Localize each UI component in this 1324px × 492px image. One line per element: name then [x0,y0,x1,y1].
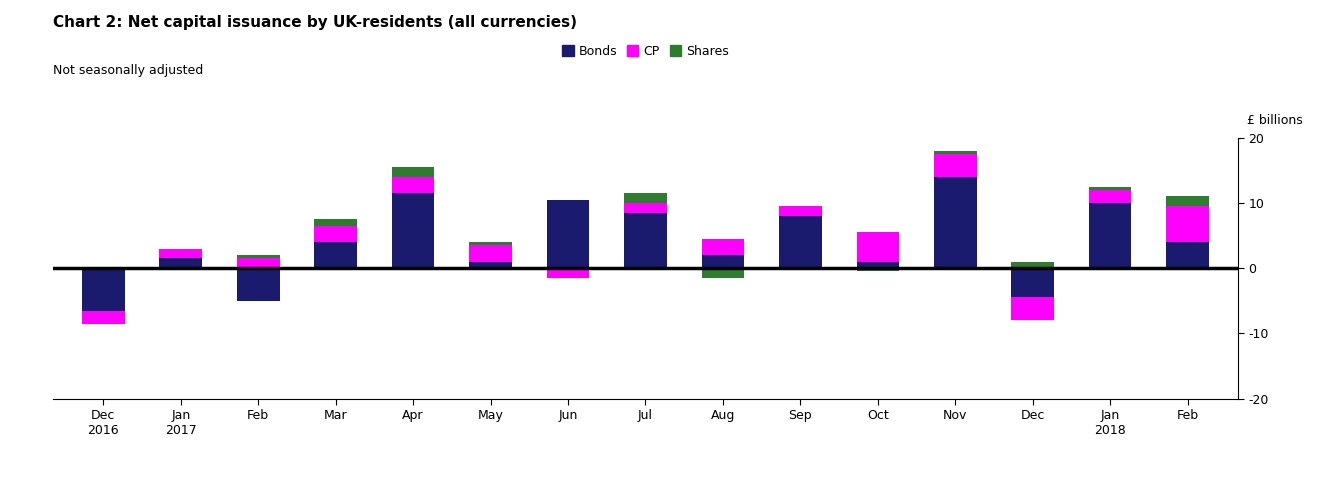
Bar [392,167,434,177]
Bar [779,216,822,268]
Bar [624,203,667,213]
Bar [1012,268,1054,298]
Bar [237,268,279,301]
Bar [469,246,512,262]
Bar [159,258,203,268]
Bar [82,310,124,324]
Bar [1166,206,1209,242]
Bar [547,200,589,268]
Bar [624,213,667,268]
Bar [857,262,899,268]
Bar [392,177,434,193]
Y-axis label: £ billions: £ billions [1247,114,1303,127]
Bar [857,232,899,262]
Legend: Bonds, CP, Shares: Bonds, CP, Shares [563,45,728,58]
Bar [1166,242,1209,268]
Bar [392,193,434,268]
Bar [933,154,977,177]
Bar [1088,203,1132,268]
Text: Not seasonally adjusted: Not seasonally adjusted [53,64,203,77]
Text: Chart 2: Net capital issuance by UK-residents (all currencies): Chart 2: Net capital issuance by UK-resi… [53,15,577,30]
Bar [702,255,744,268]
Bar [469,262,512,268]
Bar [933,151,977,154]
Bar [702,268,744,278]
Bar [237,255,279,258]
Bar [1012,298,1054,320]
Bar [1012,262,1054,268]
Bar [1166,196,1209,206]
Bar [159,248,203,258]
Bar [857,268,899,272]
Bar [1088,190,1132,203]
Bar [779,206,822,216]
Bar [314,242,357,268]
Bar [624,193,667,203]
Bar [314,226,357,242]
Bar [314,219,357,226]
Bar [82,268,124,310]
Bar [469,242,512,246]
Bar [933,177,977,268]
Bar [702,239,744,255]
Bar [237,258,279,268]
Bar [547,268,589,278]
Bar [1088,186,1132,190]
